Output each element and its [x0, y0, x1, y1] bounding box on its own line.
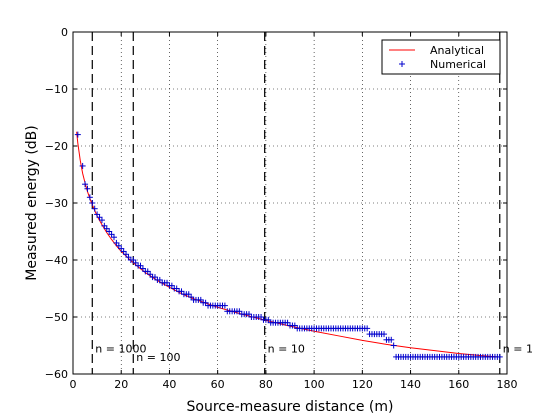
legend-numerical-marker [399, 61, 405, 67]
x-tick-label: 100 [304, 378, 325, 391]
vertical-marker-label: n = 10 [268, 342, 305, 355]
legend-box [381, 39, 501, 75]
legend: Analytical Numerical [381, 39, 501, 75]
numerical-point [91, 205, 98, 212]
y-tick-label: −30 [45, 197, 68, 210]
numerical-point [98, 217, 105, 224]
numerical-point [82, 181, 89, 188]
x-tick-label: 120 [352, 378, 373, 391]
y-axis-label: Measured energy (dB) [24, 125, 40, 280]
x-tick-label: 40 [162, 378, 176, 391]
series-numerical [74, 131, 503, 360]
x-tick-label: 0 [70, 378, 77, 391]
vertical-marker-label: n = 1000 [95, 342, 146, 355]
numerical-point [74, 131, 81, 138]
y-tick-label: −40 [45, 254, 68, 267]
y-tick-label: −50 [45, 311, 68, 324]
legend-numerical-label: Numerical [430, 58, 486, 71]
x-tick-label: 20 [114, 378, 128, 391]
numerical-point [110, 234, 117, 241]
y-tick-label: −60 [45, 368, 68, 381]
x-tick-label: 60 [211, 378, 225, 391]
vertical-marker-label: n = 1 [503, 342, 533, 355]
vertical-marker-label: n = 100 [136, 351, 180, 364]
legend-analytical-label: Analytical [430, 44, 484, 57]
numerical-point [388, 336, 395, 343]
x-tick-label: 140 [400, 378, 421, 391]
ticks [72, 31, 508, 375]
y-tick-label: 0 [61, 26, 68, 39]
x-tick-label: 180 [497, 378, 518, 391]
x-axis-label: Source-measure distance (m) [187, 399, 394, 415]
x-tick-label: 160 [448, 378, 469, 391]
numerical-point [221, 302, 228, 309]
y-tick-label: −10 [45, 83, 68, 96]
tick-labels: 0 20 40 60 80 100 120 140 160 180 0 −10 −20 −30 −40 −50… [45, 26, 518, 391]
x-tick-label: 80 [259, 378, 273, 391]
y-tick-label: −20 [45, 140, 68, 153]
numerical-point [86, 194, 93, 201]
numerical-point [89, 200, 96, 206]
numerical-point [390, 342, 397, 349]
numerical-point [496, 353, 503, 360]
numerical-point [364, 325, 371, 332]
numerical-point [381, 331, 388, 338]
numerical-point [84, 185, 91, 192]
numerical-point [79, 162, 86, 169]
